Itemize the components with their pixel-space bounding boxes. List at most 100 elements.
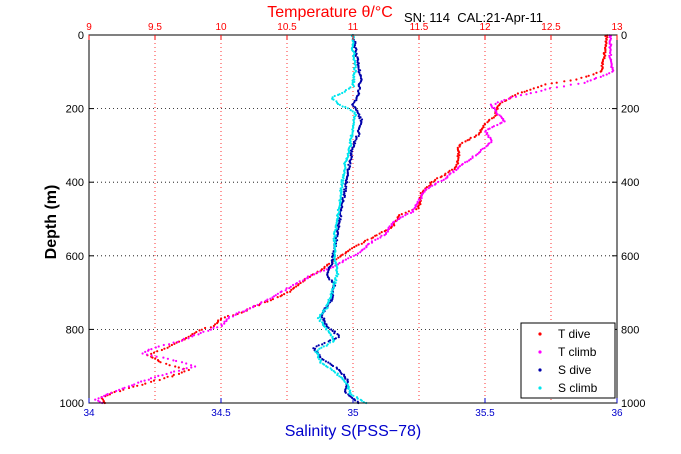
data-point [343,380,346,383]
data-point [487,119,490,122]
data-point [121,387,124,390]
data-point [133,383,136,386]
legend-label: T climb [558,345,597,359]
data-point [331,364,335,368]
data-point [318,347,321,350]
data-point [156,350,159,353]
data-point [341,378,344,381]
data-point [347,163,350,166]
legend-marker [538,332,542,336]
data-point [350,150,354,153]
data-point [223,316,226,319]
data-point [585,75,588,78]
data-point [346,380,349,383]
data-point [473,135,476,139]
data-point [328,278,331,281]
data-point [202,330,205,333]
data-point [225,319,228,323]
data-point [170,371,173,374]
data-point [354,42,357,45]
y-tick-label-right: 0 [621,30,627,42]
data-point [344,189,347,193]
data-point [342,182,345,185]
data-point [319,318,322,321]
data-point [592,73,595,76]
data-point [165,362,168,365]
data-point [419,203,422,206]
data-point [439,176,442,179]
data-point [603,57,606,60]
data-point [159,361,162,364]
data-point [330,368,333,371]
data-point [444,177,447,180]
data-point [195,330,198,334]
data-point [609,49,612,53]
data-point [105,393,108,396]
data-point [336,208,339,212]
data-point [586,80,589,83]
data-point [540,84,543,87]
y-axis-label: Depth (m) [43,185,60,260]
salinity-tick-label: 34 [83,408,95,419]
data-point [469,158,472,161]
data-point [490,139,493,142]
data-point [185,362,188,365]
temperature-tick-label: 13 [611,22,623,33]
data-point [330,299,333,302]
data-point [192,334,196,337]
data-point [362,241,365,244]
data-point [177,372,181,375]
data-point [341,105,344,108]
data-point [326,264,329,267]
data-point [136,384,139,387]
data-point [185,367,188,370]
data-point [165,372,168,376]
data-point [548,87,552,90]
y-tick-label-right: 200 [621,104,639,116]
data-point [336,367,339,370]
data-point [587,74,590,77]
data-point [344,89,347,92]
data-point [500,100,503,103]
data-point [180,361,184,364]
data-point [464,140,467,143]
data-point [604,35,607,38]
data-point [357,134,360,138]
data-point [359,251,362,254]
data-point [185,336,188,340]
data-point [207,329,210,332]
data-point [310,274,313,277]
data-point [150,352,153,355]
data-point [356,397,359,400]
data-point [407,210,410,213]
data-point [176,340,179,344]
data-point [485,145,488,148]
data-point [180,371,183,374]
data-point [469,136,472,139]
data-point [427,187,430,190]
data-point [334,371,337,374]
data-point [304,277,307,280]
data-point [374,238,377,241]
data-point [498,114,501,117]
data-point [363,247,366,250]
data-point [355,244,358,247]
data-point [332,283,335,286]
data-point [110,391,113,394]
data-point [294,282,298,285]
data-point [461,141,464,144]
data-point [332,370,335,373]
data-point [234,313,237,316]
data-point [331,255,334,258]
data-point [323,267,326,270]
data-point [433,183,437,186]
data-point [160,348,163,352]
data-point [510,96,513,99]
data-point [331,336,334,339]
data-point [248,307,251,310]
data-point [172,359,175,362]
data-point [334,250,337,253]
data-point [141,352,144,355]
data-point [150,348,153,351]
data-point [415,208,418,211]
